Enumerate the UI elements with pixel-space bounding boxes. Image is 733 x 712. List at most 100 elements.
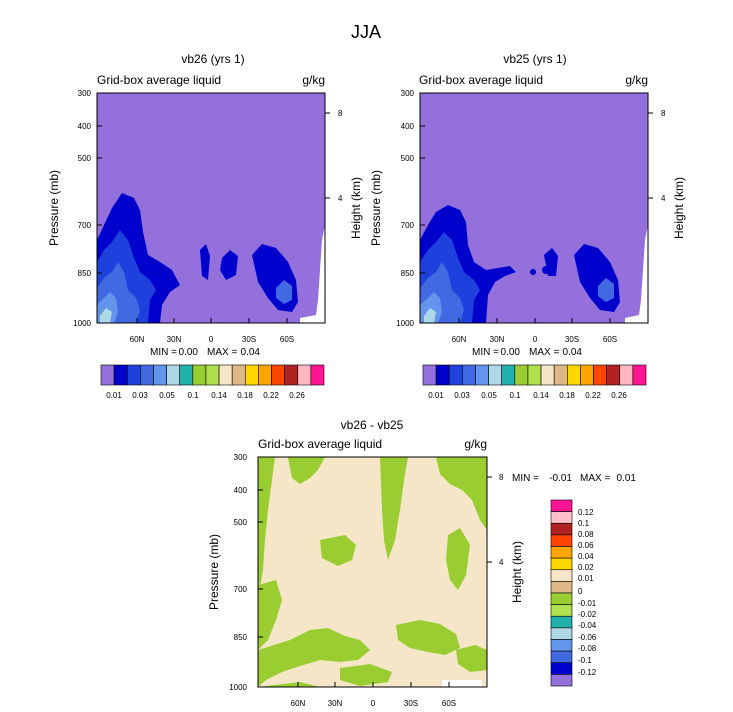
pressure-axis: 300 400 500 700 850 1000 xyxy=(396,89,425,328)
colorbar-swatch xyxy=(550,499,573,512)
colorbar-top-right xyxy=(422,364,647,386)
colorbar-label: 0.22 xyxy=(585,391,601,400)
colorbar-swatch xyxy=(593,364,607,386)
height-tick-label: 8 xyxy=(661,109,666,118)
colorbar-swatch xyxy=(244,364,259,386)
min-label: MIN = xyxy=(512,473,539,484)
colorbar-swatch xyxy=(113,364,128,386)
pressure-tick-label: 400 xyxy=(234,486,248,495)
contour-positive xyxy=(456,645,487,672)
panel-right-label: g/kg xyxy=(464,437,487,451)
pressure-tick-label: 500 xyxy=(401,154,415,163)
colorbar-swatch xyxy=(619,364,634,386)
latitude-axis: 60N 30N 0 30S 60S xyxy=(452,318,617,344)
max-value: 0.04 xyxy=(241,347,261,358)
pressure-tick-label: 1000 xyxy=(229,683,247,692)
colorbar-swatch xyxy=(271,364,285,386)
contour-blob xyxy=(530,269,536,275)
colorbar-swatch xyxy=(550,581,573,594)
colorbar-swatch xyxy=(166,364,181,386)
min-label: MIN = xyxy=(150,347,177,358)
colorbar-swatch xyxy=(566,364,581,386)
colorbar-top-left-labels: 0.01 0.03 0.05 0.1 0.14 0.18 0.22 0.26 xyxy=(106,391,305,400)
colorbar-swatch xyxy=(475,364,489,386)
max-label: MAX = xyxy=(207,347,237,358)
colorbar-label: 0.05 xyxy=(481,391,497,400)
height-axis: 8 4 xyxy=(487,473,504,567)
pressure-tick-label: 300 xyxy=(401,89,415,98)
colorbar-swatch xyxy=(550,627,573,640)
contour-positive xyxy=(258,682,320,687)
y-axis-label: Pressure (mb) xyxy=(207,534,221,610)
height-axis: 8 4 xyxy=(648,109,666,203)
panel-right-label: g/kg xyxy=(625,73,648,87)
pressure-tick-label: 850 xyxy=(234,633,248,642)
contour-positive xyxy=(446,528,470,590)
panel-right-label: g/kg xyxy=(302,73,325,87)
colorbar-label: 0.01 xyxy=(428,391,444,400)
colorbar-swatch xyxy=(179,364,194,386)
pressure-tick-label: 700 xyxy=(78,221,92,230)
contour-positive xyxy=(380,457,408,560)
colorbar-label: 0.1 xyxy=(187,391,199,400)
contour-blob xyxy=(220,250,238,280)
y2-axis-label: Height (km) xyxy=(672,177,686,239)
pressure-tick-label: 850 xyxy=(78,269,92,278)
colorbar-swatch xyxy=(550,511,573,524)
colorbar-swatch xyxy=(448,364,463,386)
panel-title: vb26 - vb25 xyxy=(341,418,404,432)
colorbar-swatch xyxy=(580,364,594,386)
colorbar-label: 0.1 xyxy=(509,391,521,400)
colorbar-label: 0.05 xyxy=(159,391,175,400)
colorbar-swatch xyxy=(462,364,476,386)
lat-tick-label: 60S xyxy=(280,335,294,344)
colorbar-swatch xyxy=(540,364,555,386)
contour-level-0.14 xyxy=(424,308,436,323)
min-value: 0.00 xyxy=(179,347,199,358)
colorbar-label: -0.01 xyxy=(578,599,597,608)
panel-title: vb25 (yrs 1) xyxy=(503,52,566,66)
colorbar-swatch xyxy=(550,522,573,536)
colorbar-swatch xyxy=(550,674,573,687)
y2-axis-label: Height (km) xyxy=(349,177,363,239)
height-tick-label: 4 xyxy=(499,558,504,567)
colorbar-swatch xyxy=(488,364,503,386)
y-axis-label: Pressure (mb) xyxy=(369,170,383,246)
colorbar-label: 0.01 xyxy=(578,574,594,583)
figure-title: JJA xyxy=(351,22,381,42)
missing-data-region xyxy=(625,225,648,323)
colorbar-swatch xyxy=(550,569,573,582)
contour-positive xyxy=(258,580,282,650)
lat-tick-label: 30N xyxy=(328,699,343,708)
colorbar-label: 0.01 xyxy=(106,391,122,400)
colorbar-swatch xyxy=(550,650,573,664)
colorbar-swatch xyxy=(435,364,450,386)
colorbar-label: 0.14 xyxy=(211,391,227,400)
colorbar-label: 0 xyxy=(578,587,583,596)
lat-tick-label: 30S xyxy=(565,335,579,344)
colorbar-label: 0.03 xyxy=(132,391,148,400)
lat-tick-label: 0 xyxy=(371,699,376,708)
min-value: -0.01 xyxy=(549,473,572,484)
colorbar-swatch xyxy=(550,662,573,675)
colorbar-swatch xyxy=(553,364,568,386)
lat-tick-label: 60N xyxy=(452,335,467,344)
colorbar-label: 0.22 xyxy=(263,391,279,400)
lat-tick-label: 0 xyxy=(209,335,214,344)
pressure-tick-label: 850 xyxy=(401,269,415,278)
colorbar-label: -0.02 xyxy=(578,610,597,619)
colorbar-label: 0.1 xyxy=(578,519,590,528)
pressure-tick-label: 700 xyxy=(401,221,415,230)
colorbar-swatch xyxy=(153,364,167,386)
panel-title: vb26 (yrs 1) xyxy=(181,52,244,66)
lat-tick-label: 60S xyxy=(442,699,456,708)
contour-positive xyxy=(436,457,487,530)
colorbar-swatch xyxy=(140,364,154,386)
min-value: 0.00 xyxy=(501,347,521,358)
colorbar-label: 0.18 xyxy=(237,391,253,400)
colorbar-label: -0.1 xyxy=(578,656,592,665)
pressure-tick-label: 700 xyxy=(234,585,248,594)
colorbar-swatch xyxy=(550,557,573,571)
panel-difference: vb26 - vb25 Grid-box average liquid g/kg xyxy=(207,418,636,708)
colorbar-swatch xyxy=(231,364,246,386)
